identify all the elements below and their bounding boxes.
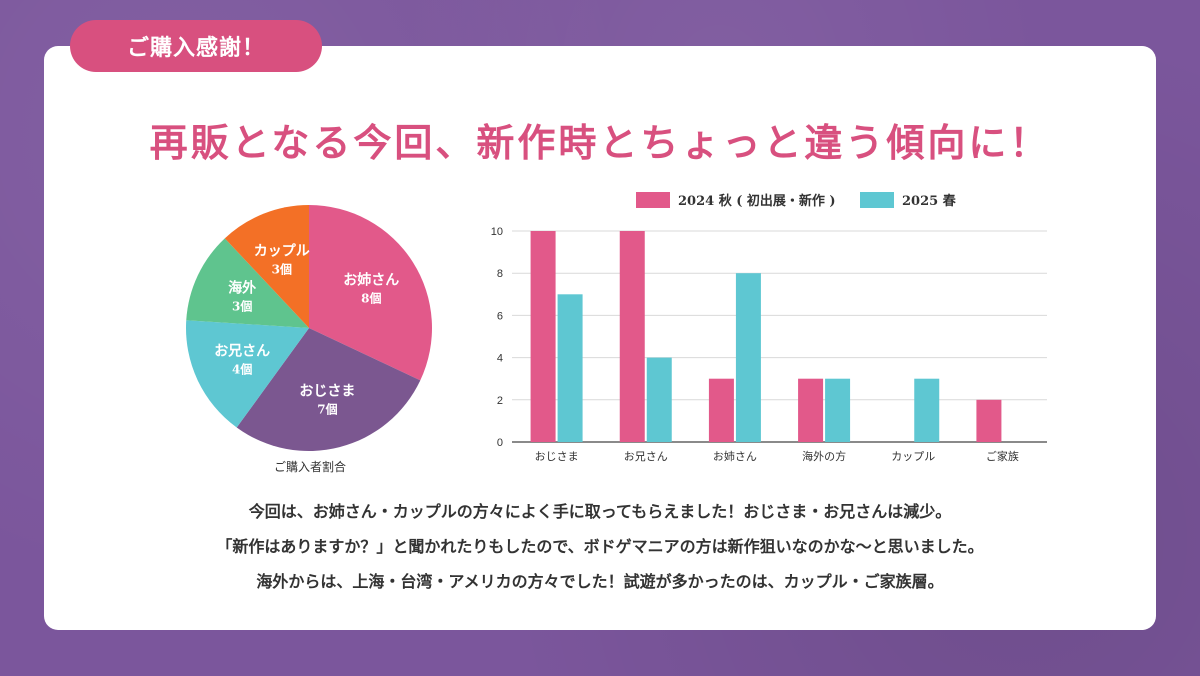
bar (825, 378, 851, 442)
bar (708, 378, 734, 442)
summary-line: 今回は、お姉さん・カップルの方々によく手に取ってもらえました！おじさま・お兄さん… (248, 502, 952, 521)
x-tick-label: おじさま (535, 450, 579, 463)
legend-swatch (860, 192, 894, 208)
summary-text: 今回は、お姉さん・カップルの方々によく手に取ってもらえました！おじさま・お兄さん… (0, 494, 1200, 599)
pie-slice (186, 238, 309, 328)
pie-slice-value: 8個 (361, 291, 381, 306)
pie-slice-label: お兄さん (214, 343, 270, 359)
x-tick-label: カップル (891, 450, 935, 463)
pie-slice (309, 205, 432, 381)
legend-label: 2025 春 (902, 193, 957, 209)
bar (619, 231, 645, 442)
y-tick-label: 0 (497, 437, 503, 449)
pie-slice-label: 海外 (228, 280, 256, 297)
y-tick-label: 4 (497, 353, 503, 365)
page-title: 再販となる今回、新作時とちょっと違う傾向に！ (149, 120, 1051, 165)
x-tick-label: 海外の方 (802, 449, 846, 463)
y-tick-label: 8 (497, 268, 503, 280)
pie-slice (224, 205, 309, 328)
pie-chart-title: ご購入者割合 (273, 460, 346, 474)
pie-slice-value: 3個 (272, 261, 292, 276)
bar (914, 378, 940, 442)
summary-line: 「新作はありますか？」と聞かれたりもしたので、ボドゲマニアの方は新作狙いなのかな… (216, 537, 984, 556)
y-tick-label: 10 (491, 226, 503, 238)
pie-slice-value: 7個 (317, 402, 337, 417)
pie-slice (236, 328, 421, 451)
legend-label: 2024 秋 ( 初出展・新作 ) (678, 193, 836, 209)
bar (798, 378, 824, 442)
x-tick-label: ご家族 (986, 449, 1019, 463)
legend-swatch (636, 192, 670, 208)
bar (557, 294, 583, 442)
pie-slice-label: カップル (254, 243, 310, 259)
summary-line: 海外からは、上海・台湾・アメリカの方々でした！試遊が多かったのは、カップル・ご家… (256, 572, 944, 591)
pie-slice-label: おじさま (299, 384, 355, 400)
y-tick-label: 2 (497, 395, 503, 407)
pie-slice-label: お姉さん (343, 272, 399, 289)
x-tick-label: お姉さん (713, 449, 757, 463)
bar (646, 357, 672, 442)
bar (735, 273, 761, 442)
pie-slice (185, 320, 309, 428)
bar (530, 231, 556, 442)
pie-slice-value: 4個 (232, 361, 252, 376)
pie-slice-value: 3個 (232, 299, 252, 314)
thanks-badge: ご購入感謝！ (70, 20, 322, 72)
bar (976, 399, 1002, 442)
x-tick-label: お兄さん (624, 450, 668, 463)
y-tick-label: 6 (497, 310, 503, 322)
